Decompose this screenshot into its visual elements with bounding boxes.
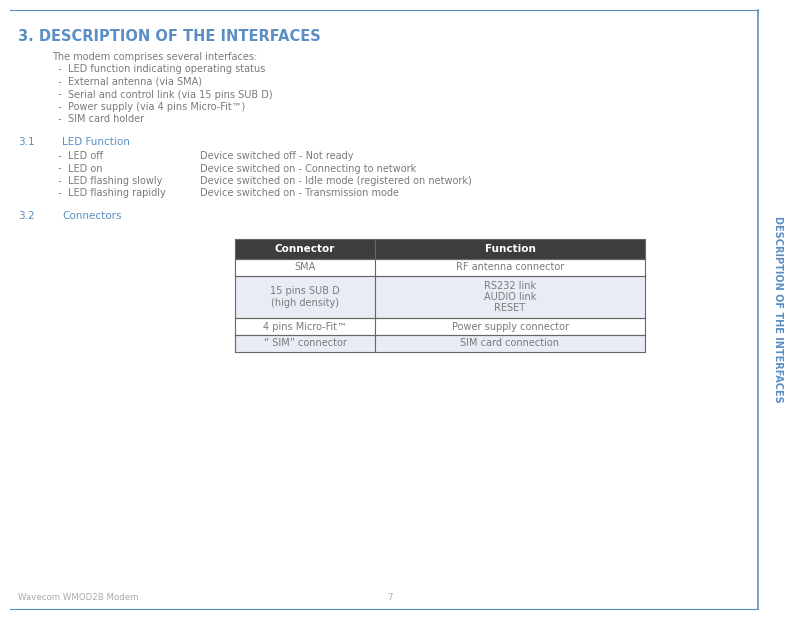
- Text: -: -: [58, 102, 62, 112]
- Text: RF antenna connector: RF antenna connector: [456, 262, 564, 272]
- Text: Device switched on - Idle mode (registered on network): Device switched on - Idle mode (register…: [200, 176, 471, 186]
- Text: 4 pins Micro-Fit™: 4 pins Micro-Fit™: [263, 321, 347, 332]
- Text: Function: Function: [484, 244, 535, 254]
- Bar: [235, 239, 645, 259]
- Text: -: -: [58, 176, 62, 186]
- Text: AUDIO link: AUDIO link: [484, 292, 536, 302]
- Text: Power supply (via 4 pins Micro-Fit™): Power supply (via 4 pins Micro-Fit™): [68, 102, 245, 112]
- Bar: [235, 276, 645, 318]
- Text: Device switched on - Connecting to network: Device switched on - Connecting to netwo…: [200, 163, 416, 173]
- Text: Power supply connector: Power supply connector: [451, 321, 569, 332]
- Text: “ SIM” connector: “ SIM” connector: [264, 339, 347, 348]
- Text: LED flashing rapidly: LED flashing rapidly: [68, 189, 165, 199]
- Text: LED flashing slowly: LED flashing slowly: [68, 176, 162, 186]
- Text: -: -: [58, 77, 62, 87]
- Text: LED off: LED off: [68, 151, 103, 161]
- Text: 3.1: 3.1: [18, 137, 34, 147]
- Text: Wavecom WMOD2B Modem: Wavecom WMOD2B Modem: [18, 592, 138, 602]
- Text: Serial and control link (via 15 pins SUB D): Serial and control link (via 15 pins SUB…: [68, 90, 272, 100]
- Text: SMA: SMA: [294, 262, 316, 272]
- Text: SIM card holder: SIM card holder: [68, 115, 144, 124]
- Text: SIM card connection: SIM card connection: [460, 339, 559, 348]
- Text: 7: 7: [388, 592, 393, 602]
- Text: Device switched off - Not ready: Device switched off - Not ready: [200, 151, 353, 161]
- Text: -: -: [58, 151, 62, 161]
- Bar: [235, 318, 645, 335]
- Bar: [235, 259, 645, 276]
- Text: RS232 link: RS232 link: [484, 281, 536, 291]
- Text: (high density): (high density): [271, 298, 339, 308]
- Text: -: -: [58, 90, 62, 100]
- Text: LED function indicating operating status: LED function indicating operating status: [68, 64, 265, 74]
- Text: -: -: [58, 189, 62, 199]
- Text: -: -: [58, 163, 62, 173]
- Text: Device switched on - Transmission mode: Device switched on - Transmission mode: [200, 189, 399, 199]
- Text: 3.2: 3.2: [18, 211, 34, 221]
- Text: RESET: RESET: [495, 303, 526, 313]
- Text: -: -: [58, 64, 62, 74]
- Text: External antenna (via SMA): External antenna (via SMA): [68, 77, 202, 87]
- Text: The modem comprises several interfaces:: The modem comprises several interfaces:: [52, 52, 257, 62]
- Text: 3. DESCRIPTION OF THE INTERFACES: 3. DESCRIPTION OF THE INTERFACES: [18, 29, 320, 44]
- Text: -: -: [58, 115, 62, 124]
- Text: LED Function: LED Function: [62, 137, 130, 147]
- Bar: [235, 335, 645, 352]
- Text: Connector: Connector: [275, 244, 336, 254]
- Text: 15 pins SUB D: 15 pins SUB D: [270, 287, 340, 297]
- Text: LED on: LED on: [68, 163, 102, 173]
- Text: Connectors: Connectors: [62, 211, 121, 221]
- Text: DESCRIPTION OF THE INTERFACES: DESCRIPTION OF THE INTERFACES: [773, 215, 783, 402]
